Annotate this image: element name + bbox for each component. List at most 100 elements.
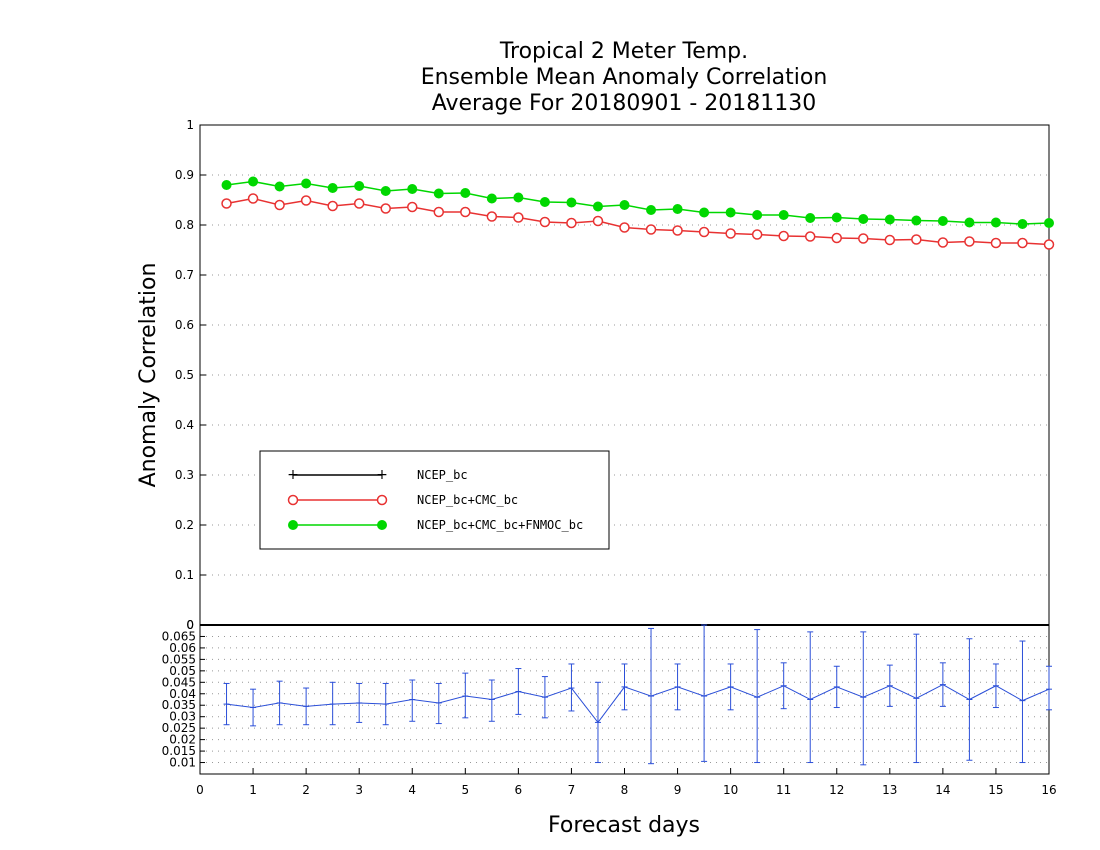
series-point [858, 233, 869, 244]
main-y-tick-label: 0.4 [175, 418, 194, 432]
x-tick-label: 6 [515, 783, 523, 797]
series-point [354, 181, 365, 191]
series-point [964, 236, 975, 247]
x-tick-label: 7 [568, 783, 576, 797]
series-point [327, 183, 338, 193]
diff-y-tick-label: 0.02 [169, 733, 196, 747]
main-y-tick-label: 0.6 [175, 318, 194, 332]
chart-title-line-3: Average For 20180901 - 20181130 [432, 91, 817, 116]
series-point [221, 198, 232, 209]
series-point [513, 212, 524, 223]
diff-y-tick-label: 0.025 [162, 721, 196, 735]
series-line-2 [226, 180, 1050, 225]
series-point [831, 232, 842, 244]
diff-y-tick-label: 0.035 [162, 698, 196, 712]
series-point [221, 180, 232, 190]
main-y-tick-label: 0.8 [175, 218, 194, 232]
series-point [592, 215, 604, 227]
series-point [539, 216, 551, 228]
main-y-tick-label: 0.7 [175, 268, 194, 282]
series-point [300, 195, 312, 206]
series-point [964, 217, 975, 228]
legend-entry-ncep-cmc-fnmoc: NCEP_bc+CMC_bc+FNMOC_bc [288, 518, 583, 532]
series-line-1 [226, 197, 1050, 246]
diff-y-tick-label: 0.055 [162, 652, 196, 666]
series-point [274, 199, 285, 211]
legend-marker-open-circle [376, 494, 388, 506]
x-tick-label: 0 [196, 783, 204, 797]
series-point [831, 212, 842, 223]
series-point [274, 181, 285, 192]
legend-marker-plus: + [287, 467, 299, 483]
series-point [513, 192, 524, 203]
series-point [804, 231, 816, 242]
diff-y-tick-label: 0.015 [162, 744, 196, 758]
diff-y-tick-label: 0.01 [169, 756, 196, 770]
series-point [1044, 218, 1054, 228]
series-point [884, 214, 895, 225]
series-point [248, 176, 259, 187]
series-point [1017, 219, 1028, 229]
x-tick-label: 5 [461, 783, 469, 797]
chart-title-line-2: Ensemble Mean Anomaly Correlation [421, 65, 828, 90]
y-axis-label: Anomaly Correlation [136, 263, 161, 488]
diff-y-tick-label: 0.065 [162, 629, 196, 643]
series-point [353, 198, 365, 209]
x-tick-label: 14 [935, 783, 950, 797]
legend-label-ncep-cmc-fnmoc: NCEP_bc+CMC_bc+FNMOC_bc [417, 518, 583, 532]
series-point [725, 228, 736, 239]
series-point [805, 213, 816, 223]
main-y-tick-label: 0.2 [175, 518, 194, 532]
x-tick-label: 1 [249, 783, 257, 797]
series-point [1017, 237, 1028, 249]
main-plot-panel: 0 0.1 0.2 0.3 0.4 0.5 0.6 0.7 0.8 0.9 1 [175, 118, 1055, 632]
series-point [699, 207, 710, 218]
series-point [937, 237, 949, 248]
series-point [380, 186, 391, 196]
x-tick-label: 10 [723, 783, 738, 797]
series-point [778, 210, 789, 220]
diff-y-tick-label: 0.03 [169, 710, 196, 724]
diff-y-tick-label: 0.06 [169, 641, 196, 655]
series-point [751, 229, 763, 240]
series-point [1043, 239, 1055, 250]
series-point [380, 203, 391, 214]
series-point [937, 216, 948, 226]
series-point [725, 207, 736, 218]
series-point [858, 214, 869, 224]
series-point [407, 184, 418, 194]
series-point [884, 234, 896, 246]
legend-entry-ncep-bc: + + NCEP_bc [287, 467, 467, 483]
x-tick-label: 3 [355, 783, 363, 797]
series-point [990, 217, 1001, 228]
difference-plot-panel: 0.010.0150.020.0250.030.0350.040.0450.05… [162, 618, 1057, 797]
series-point [672, 225, 683, 236]
chart-title-line-1: Tropical 2 Meter Temp. [499, 39, 748, 64]
series-point [619, 200, 630, 210]
series-point [778, 230, 789, 242]
series-point [327, 200, 338, 212]
legend-marker-open-circle [287, 494, 299, 506]
legend-label-ncep-bc: NCEP_bc [417, 468, 468, 482]
series-point [247, 193, 259, 204]
series-point [911, 215, 922, 226]
series-point [698, 226, 710, 238]
legend-label-ncep-cmc: NCEP_bc+CMC_bc [417, 493, 518, 507]
x-tick-label: 15 [988, 783, 1003, 797]
series-point [646, 205, 657, 215]
main-y-tick-label: 1 [186, 118, 194, 132]
series-point [672, 204, 683, 214]
main-y-tick-label: 0 [186, 618, 194, 632]
diff-y-tick-label: 0.05 [169, 664, 196, 678]
main-y-tick-label: 0.1 [175, 568, 194, 582]
legend-marker-filled-circle [377, 520, 387, 530]
x-tick-label: 2 [302, 783, 310, 797]
main-y-tick-label: 0.5 [175, 368, 194, 382]
x-tick-label: 9 [674, 783, 682, 797]
series-point [592, 201, 603, 212]
series-point [460, 188, 471, 198]
x-tick-label: 8 [621, 783, 629, 797]
series-point [911, 234, 922, 245]
main-y-tick-label: 0.3 [175, 468, 194, 482]
